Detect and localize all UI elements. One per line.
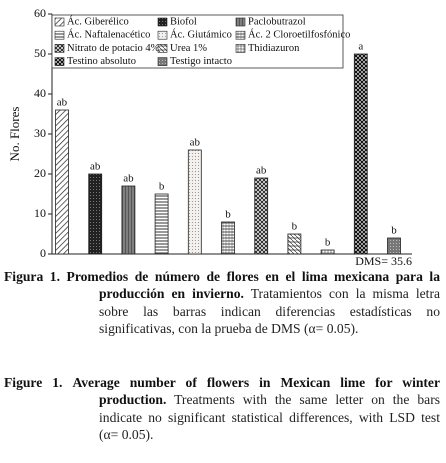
bar [287, 233, 302, 255]
bar [154, 193, 169, 255]
bar [221, 221, 235, 255]
legend-swatch [54, 44, 65, 53]
significance-letter: a [358, 41, 363, 53]
legend-label: Ác. Giberélico [67, 15, 129, 27]
caption-en: Figure 1. Average number of flowers in M… [4, 374, 440, 444]
legend-swatch [54, 17, 65, 27]
y-tick-label: 40 [34, 86, 46, 100]
legend-label: Testino absoluto [67, 56, 136, 67]
legend-swatch [235, 30, 246, 40]
legend-swatch [235, 44, 246, 53]
caption-text: Tratamientos con la misma letra sobre la… [99, 286, 441, 337]
legend-label: Paclobutrazol [248, 16, 306, 27]
legend-label: Ác. Giutámico [170, 29, 232, 41]
legend-label: Nitrato de potacio 4% [67, 43, 160, 54]
significance-letter: b [391, 225, 397, 237]
y-tick-label: 20 [34, 166, 46, 180]
caption-label: Figure 1. [4, 375, 63, 390]
annotation: DMS= 35.6 [355, 254, 412, 268]
y-axis-label: No. Flores [7, 107, 22, 162]
caption-label: Figura 1. [4, 269, 60, 284]
significance-letter: b [225, 209, 231, 221]
bar [121, 185, 136, 255]
y-tick-label: 50 [34, 46, 46, 60]
bar [353, 53, 368, 255]
caption-bold: Average number of flowers in Mexican lim… [72, 375, 440, 408]
significance-letter: ab [256, 165, 267, 177]
legend-label: Thidiazuron [248, 43, 300, 54]
legend-swatch [54, 30, 65, 40]
bar [387, 237, 401, 255]
significance-letter: ab [123, 173, 134, 185]
legend-swatch [235, 17, 246, 27]
legend-swatch [157, 30, 168, 40]
caption-bold: Promedios de número de flores en el lima… [66, 269, 440, 302]
legend-label: Ác. Naftalenacético [67, 29, 150, 41]
significance-letter: b [159, 181, 165, 193]
legend [51, 14, 344, 69]
legend-label: Testigo intacto [170, 56, 232, 67]
bar [88, 173, 103, 255]
legend-label: Ác. 2 Cloroetilfosfónico [248, 29, 350, 41]
caption-text: Treatments with the same letter on the b… [99, 392, 441, 443]
legend-swatch [157, 57, 168, 66]
y-tick-label: 30 [34, 126, 46, 140]
legend-swatch [157, 17, 168, 27]
legend-swatch [157, 44, 168, 53]
y-tick-label: 0 [40, 246, 46, 260]
bar [320, 249, 335, 255]
bar [187, 149, 202, 255]
legend-swatch [54, 57, 65, 66]
significance-letter: ab [90, 161, 101, 173]
significance-letter: b [292, 221, 298, 233]
bar [254, 177, 269, 255]
y-tick-label: 10 [34, 206, 46, 220]
bar [55, 109, 69, 255]
significance-letter: ab [57, 97, 68, 109]
legend-label: Urea 1% [170, 43, 207, 54]
y-tick-label: 60 [34, 6, 46, 20]
significance-letter: ab [190, 137, 201, 149]
legend-label: Biofol [170, 16, 197, 27]
significance-letter: b [325, 237, 331, 249]
chart: No. Flores DMS= 35.6 0102030405060abÁc. … [7, 6, 412, 268]
caption-es: Figura 1. Promedios de número de flores … [4, 268, 440, 338]
